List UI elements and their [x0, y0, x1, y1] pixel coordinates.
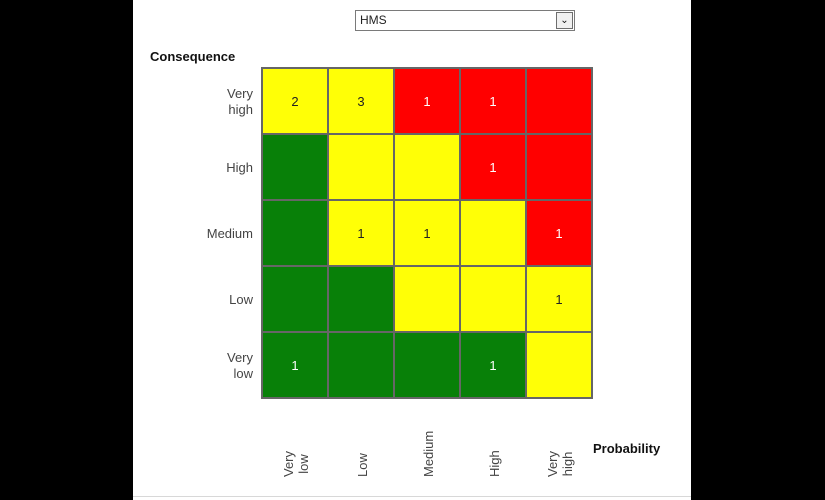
- matrix-cell[interactable]: [263, 267, 327, 331]
- cell-count: 1: [555, 291, 563, 307]
- cell-count: 1: [489, 159, 497, 175]
- matrix-filter-dropdown[interactable]: HMS ⌄: [355, 10, 575, 31]
- matrix-cell[interactable]: [329, 333, 393, 397]
- cell-count: 1: [291, 357, 299, 373]
- column-label: Low: [354, 453, 370, 477]
- cell-count: 1: [357, 225, 365, 241]
- matrix-cell[interactable]: 1: [527, 267, 591, 331]
- cell-count: 1: [423, 93, 431, 109]
- matrix-cell[interactable]: [527, 333, 591, 397]
- matrix-cell[interactable]: [527, 135, 591, 199]
- matrix-cell[interactable]: [395, 267, 459, 331]
- column-label: Medium: [420, 430, 436, 477]
- risk-matrix-panel: HMS ⌄ Consequence Very high High Medium Low…: [133, 0, 691, 500]
- matrix-cell[interactable]: 1: [461, 333, 525, 397]
- divider: [133, 496, 691, 497]
- dropdown-value: HMS: [360, 13, 387, 27]
- cell-count: 3: [357, 93, 365, 109]
- matrix-cell[interactable]: [527, 69, 591, 133]
- row-label: Very high: [226, 86, 253, 117]
- y-axis-title: Consequence: [150, 49, 236, 64]
- matrix-cell[interactable]: [263, 135, 327, 199]
- row-label: Medium: [206, 226, 253, 241]
- matrix-cell[interactable]: [395, 333, 459, 397]
- column-label: High: [486, 450, 502, 477]
- matrix-cell[interactable]: 1: [527, 201, 591, 265]
- row-label: Low: [229, 292, 253, 307]
- matrix-cell[interactable]: 1: [395, 201, 459, 265]
- cell-count: 1: [489, 93, 497, 109]
- risk-matrix-grid: 2 3 1 1 1 1 1 1 1 1 1: [261, 67, 593, 399]
- matrix-cell[interactable]: [395, 135, 459, 199]
- matrix-cell[interactable]: 3: [329, 69, 393, 133]
- column-label: Very high: [545, 450, 575, 477]
- matrix-cell[interactable]: 1: [461, 135, 525, 199]
- matrix-cell[interactable]: 1: [395, 69, 459, 133]
- cell-count: 2: [291, 93, 299, 109]
- matrix-cell[interactable]: 1: [461, 69, 525, 133]
- cell-count: 1: [423, 225, 431, 241]
- matrix-cell[interactable]: [461, 201, 525, 265]
- matrix-cell[interactable]: [329, 135, 393, 199]
- matrix-cell[interactable]: 1: [263, 333, 327, 397]
- row-label: Very low: [226, 350, 253, 381]
- x-axis-title: Probability: [593, 441, 661, 456]
- cell-count: 1: [489, 357, 497, 373]
- column-label: Very low: [281, 450, 311, 477]
- matrix-cell[interactable]: [461, 267, 525, 331]
- matrix-cell[interactable]: 2: [263, 69, 327, 133]
- row-label: High: [226, 160, 253, 175]
- matrix-cell[interactable]: [329, 267, 393, 331]
- cell-count: 1: [555, 225, 563, 241]
- matrix-cell[interactable]: [263, 201, 327, 265]
- chevron-down-icon[interactable]: ⌄: [556, 12, 573, 29]
- matrix-cell[interactable]: 1: [329, 201, 393, 265]
